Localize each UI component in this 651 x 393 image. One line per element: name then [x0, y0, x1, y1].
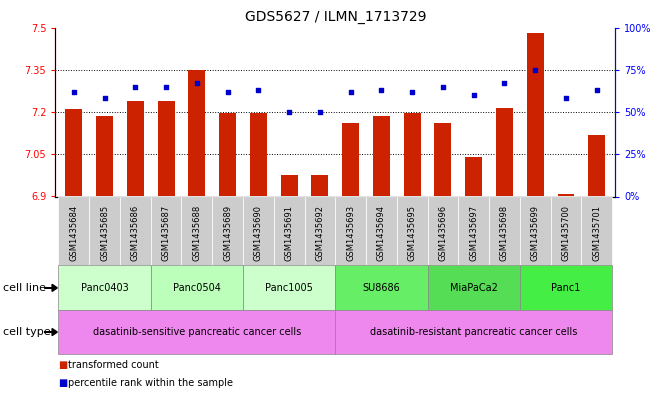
Point: [161, 83, 171, 90]
Point: [437, 83, 448, 90]
Point: [314, 109, 325, 115]
Text: ■: ■: [59, 360, 68, 371]
Point: [223, 88, 233, 95]
Point: [499, 80, 510, 86]
Point: [592, 87, 602, 93]
Text: GSM1435694: GSM1435694: [377, 206, 386, 261]
Text: GSM1435688: GSM1435688: [192, 205, 201, 261]
Point: [284, 109, 294, 115]
Text: MiaPaCa2: MiaPaCa2: [450, 283, 497, 293]
Bar: [373, 116, 390, 196]
Point: [376, 87, 387, 93]
Text: GSM1435691: GSM1435691: [284, 206, 294, 261]
Point: [407, 88, 417, 95]
Text: Panc1005: Panc1005: [265, 283, 313, 293]
Point: [68, 88, 79, 95]
Text: GDS5627 / ILMN_1713729: GDS5627 / ILMN_1713729: [245, 10, 426, 24]
Text: GSM1435689: GSM1435689: [223, 205, 232, 261]
Text: GSM1435701: GSM1435701: [592, 206, 602, 261]
Text: Panc0504: Panc0504: [173, 283, 221, 293]
Text: GSM1435699: GSM1435699: [531, 206, 540, 261]
Text: cell line: cell line: [3, 283, 46, 293]
Text: GSM1435695: GSM1435695: [408, 206, 417, 261]
Bar: [311, 175, 328, 196]
Point: [130, 83, 141, 90]
Text: cell type: cell type: [3, 327, 51, 337]
Text: GSM1435692: GSM1435692: [315, 206, 324, 261]
Text: GSM1435690: GSM1435690: [254, 206, 263, 261]
Text: Panc0403: Panc0403: [81, 283, 128, 293]
Point: [346, 88, 356, 95]
Point: [100, 95, 110, 102]
Text: GSM1435684: GSM1435684: [69, 205, 78, 261]
Text: SU8686: SU8686: [363, 283, 400, 293]
Bar: [557, 194, 574, 196]
Text: GSM1435700: GSM1435700: [561, 206, 570, 261]
Text: GSM1435696: GSM1435696: [438, 205, 447, 261]
Point: [561, 95, 571, 102]
Bar: [527, 33, 544, 196]
Text: GSM1435687: GSM1435687: [161, 205, 171, 261]
Bar: [250, 114, 267, 196]
Text: GSM1435698: GSM1435698: [500, 205, 509, 261]
Text: Panc1: Panc1: [551, 283, 581, 293]
Bar: [434, 123, 451, 196]
Bar: [281, 175, 298, 196]
Text: GSM1435685: GSM1435685: [100, 205, 109, 261]
Bar: [96, 116, 113, 196]
Point: [253, 87, 264, 93]
Text: transformed count: transformed count: [68, 360, 159, 371]
Bar: [589, 134, 605, 196]
Bar: [342, 123, 359, 196]
Text: dasatinib-resistant pancreatic cancer cells: dasatinib-resistant pancreatic cancer ce…: [370, 327, 577, 337]
Bar: [465, 157, 482, 196]
Bar: [127, 101, 144, 196]
Text: GSM1435693: GSM1435693: [346, 205, 355, 261]
Text: dasatinib-sensitive pancreatic cancer cells: dasatinib-sensitive pancreatic cancer ce…: [92, 327, 301, 337]
Bar: [496, 108, 513, 196]
Bar: [65, 109, 82, 196]
Point: [469, 92, 479, 98]
Bar: [158, 101, 174, 196]
Bar: [219, 114, 236, 196]
Point: [191, 80, 202, 86]
Point: [530, 66, 540, 73]
Bar: [404, 114, 421, 196]
Text: ■: ■: [59, 378, 68, 388]
Text: percentile rank within the sample: percentile rank within the sample: [68, 378, 233, 388]
Text: GSM1435686: GSM1435686: [131, 205, 140, 261]
Bar: [188, 70, 205, 196]
Text: GSM1435697: GSM1435697: [469, 205, 478, 261]
